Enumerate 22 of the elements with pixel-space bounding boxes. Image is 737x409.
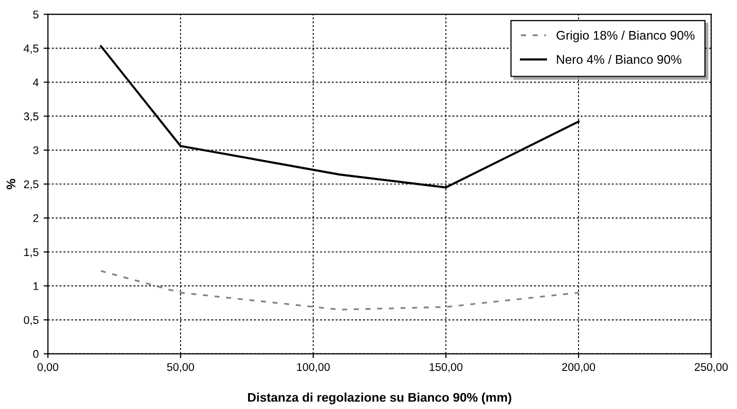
y-tick-label: 1,5 bbox=[24, 248, 38, 258]
y-tick-label: 4 bbox=[32, 78, 39, 86]
y-tick-label: 0,5 bbox=[24, 316, 38, 326]
legend-label: Grigio 18% / Bianco 90% bbox=[556, 30, 695, 42]
y-tick-label: 0 bbox=[33, 350, 38, 358]
x-tick-label: 100,00 bbox=[297, 363, 330, 372]
y-tick-label: 2 bbox=[33, 214, 38, 222]
x-tick-label: 250,00 bbox=[694, 363, 728, 372]
y-tick-label: 3 bbox=[33, 146, 38, 154]
x-axis-title: Distanza di regolazione su Bianco 90% (mm) bbox=[248, 392, 512, 404]
line-series bbox=[100, 270, 580, 310]
y-tick-label: 2,5 bbox=[24, 180, 38, 190]
y-tick-label: 4,5 bbox=[24, 44, 38, 54]
y-tick-label: 5 bbox=[33, 10, 38, 18]
x-tick-label: 200,00 bbox=[562, 363, 596, 372]
y-axis-title: % bbox=[6, 178, 16, 190]
x-tick-label: 50,00 bbox=[167, 363, 194, 372]
legend-label: Nero 4% / Bianco 90% bbox=[557, 54, 682, 64]
x-tick-label: 0,00 bbox=[38, 363, 58, 372]
y-tick-label: 3,5 bbox=[24, 112, 38, 122]
x-tick-label: 150,00 bbox=[430, 363, 462, 372]
y-tick-label: 1 bbox=[34, 282, 38, 290]
